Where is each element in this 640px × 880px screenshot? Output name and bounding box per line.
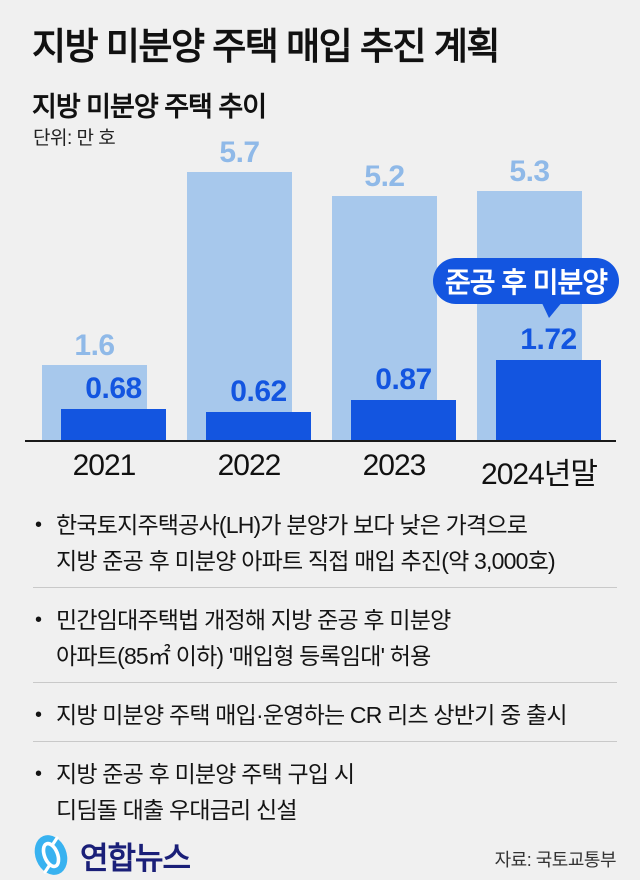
yonhap-logo: 연합뉴스 — [28, 831, 258, 879]
page-title: 지방 미분양 주택 매입 추진 계획 — [32, 26, 500, 67]
data-source-label: 자료: 국토교통부 — [494, 850, 617, 870]
bullet-dot-icon: • — [35, 609, 42, 631]
bar-completed-unsold-2022 — [206, 412, 311, 441]
value-label-total-2021: 1.6 — [74, 329, 115, 362]
bullet-line: 지방 준공 후 미분양 아파트 직접 매입 추진(약 3,000호) — [56, 548, 556, 574]
bar-total-2022 — [187, 172, 292, 441]
bullet-line: 디딤돌 대출 우대금리 신설 — [56, 797, 298, 823]
x-axis-label-2022: 2022 — [217, 449, 282, 482]
section-divider — [33, 682, 617, 683]
bullet-dot-icon: • — [35, 514, 42, 536]
bullet-line: 지방 미분양 주택 매입·운영하는 CR 리츠 상반기 중 출시 — [56, 702, 568, 728]
value-label-completed-2022: 0.62 — [230, 375, 287, 408]
bullet-dot-icon: • — [35, 763, 42, 785]
bullet-line: 아파트(85㎡ 이하) '매입형 등록임대' 허용 — [56, 643, 431, 669]
callout-bubble: 준공 후 미분양 — [433, 258, 619, 304]
bar-completed-unsold-2024년말 — [496, 360, 601, 441]
value-label-completed-2021: 0.68 — [85, 372, 142, 405]
bullet-item-3: • 지방 미분양 주택 매입·운영하는 CR 리츠 상반기 중 출시 — [33, 697, 617, 733]
value-label-total-2022: 5.7 — [219, 136, 260, 169]
section-divider — [33, 741, 617, 742]
yonhap-logo-icon — [34, 835, 68, 875]
chart-unit-label: 단위: 만 호 — [33, 128, 116, 149]
section-divider — [33, 587, 617, 588]
bullet-line: 지방 준공 후 미분양 주택 구입 시 — [56, 761, 355, 787]
chart-title: 지방 미분양 주택 추이 — [32, 92, 267, 122]
x-axis-label-2023: 2023 — [362, 449, 427, 482]
bar-completed-unsold-2021 — [61, 409, 166, 441]
value-label-total-2024년말: 5.3 — [509, 155, 550, 188]
bullet-line: 민간임대주택법 개정해 지방 준공 후 미분양 — [56, 607, 451, 633]
value-label-completed-2024년말: 1.72 — [520, 323, 577, 356]
bar-chart: 준공 후 미분양 1.6 0.68 2021 5.7 0.62 2022 5.2 0.87 20… — [25, 136, 619, 491]
value-label-completed-2023: 0.87 — [375, 363, 432, 396]
bar-completed-unsold-2023 — [351, 400, 456, 441]
callout-bubble-tail — [541, 301, 563, 318]
value-label-total-2023: 5.2 — [364, 160, 405, 193]
x-axis-line — [25, 440, 616, 442]
yonhap-logo-text: 연합뉴스 — [80, 840, 191, 876]
bullet-dot-icon: • — [35, 704, 42, 726]
x-axis-label-2021: 2021 — [72, 449, 137, 482]
bullet-line: 한국토지주택공사(LH)가 분양가 보다 낮은 가격으로 — [56, 512, 528, 538]
x-axis-label-2024년말: 2024년말 — [481, 458, 598, 491]
